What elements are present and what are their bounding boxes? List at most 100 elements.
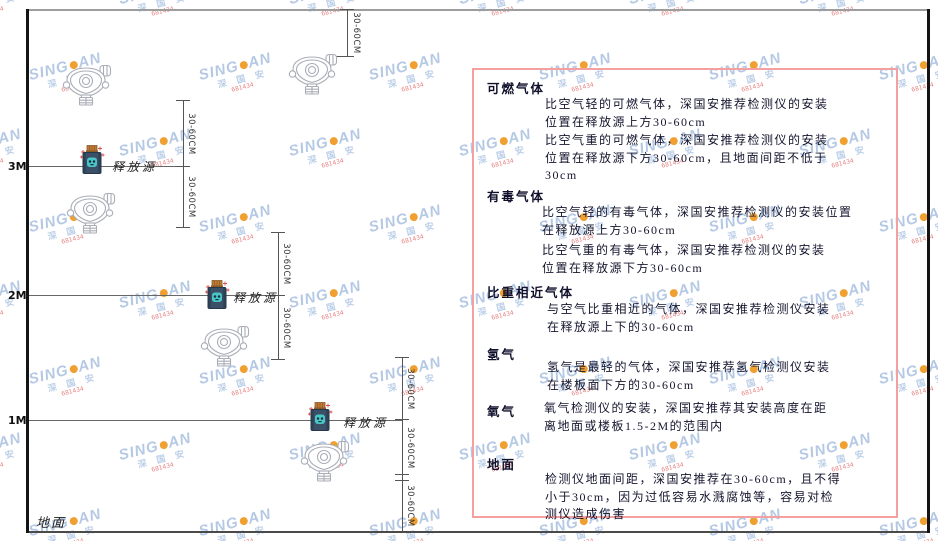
installation-guide-panel: 可燃气体 比空气轻的可燃气体，深国安推荐检测仪的安装 位置在释放源上方30-60… xyxy=(472,68,898,521)
watermark-code: 681434 xyxy=(150,5,175,18)
watermark-chinese: 深 国 安 xyxy=(216,219,270,242)
dimension-line xyxy=(402,358,403,532)
watermark-code: 681434 xyxy=(320,157,345,170)
height-label-1m: 1M xyxy=(8,414,27,427)
section-paragraph: 检测仪地面间距，深国安推荐在30-60cm，且不得 小于30cm，因为过低容易水… xyxy=(545,472,842,521)
section-paragraph: 比空气轻的可燃气体，深国安推荐检测仪的安装 位置在释放源上方30-60cm xyxy=(545,97,829,129)
watermark-code: 681434 xyxy=(0,461,5,474)
dimension-label: 30-60CM xyxy=(186,113,196,155)
dimension-tick xyxy=(395,357,409,358)
watermark-code: 681434 xyxy=(150,309,175,322)
dimension-line xyxy=(183,101,184,228)
gas-detector-icon xyxy=(286,53,338,95)
dimension-tick xyxy=(176,166,190,167)
watermark-code: 681434 xyxy=(0,309,5,322)
release-source-icon xyxy=(307,402,333,432)
gas-detector-icon xyxy=(298,440,350,482)
section-paragraph: 比空气重的可燃气体，深国安推荐检测仪的安装 位置在释放源下方30-60cm，且地… xyxy=(545,133,829,182)
dimension-label: 30-60CM xyxy=(186,176,196,218)
watermark-code: 681434 xyxy=(714,532,788,541)
level-line-2m xyxy=(29,295,278,296)
dimension-tick xyxy=(271,232,285,233)
watermark-chinese: 深 国 安 xyxy=(46,371,100,394)
gas-detector-icon xyxy=(198,325,250,367)
watermark-code: 681434 xyxy=(830,5,855,18)
release-source-label: 释放源 xyxy=(233,291,279,305)
dimension-line xyxy=(347,10,348,57)
watermark-dot-icon xyxy=(238,515,249,526)
dimension-tick xyxy=(395,480,409,481)
watermark-dot-icon xyxy=(158,439,169,450)
watermark-code: 681434 xyxy=(400,233,425,246)
dimension-tick xyxy=(176,227,190,228)
watermark-code: 681434 xyxy=(400,81,425,94)
section-paragraph: 比空气轻的有毒气体，深国安推荐检测仪的安装位置 在释放源上方30-60cm xyxy=(542,205,853,237)
watermark-dot-icon xyxy=(238,59,249,70)
watermark-code: 681434 xyxy=(0,5,5,18)
watermark-chinese: 深 国 安 xyxy=(306,295,360,318)
watermark-code: 681434 xyxy=(150,461,175,474)
level-line-1m xyxy=(29,420,402,421)
watermark-code: 681434 xyxy=(230,385,255,398)
watermark-dot-icon xyxy=(68,515,79,526)
watermark-chinese: 深 国 安 xyxy=(136,295,190,318)
section-paragraph: 与空气比重相近的气体，深国安推荐检测仪安装 在释放源上下的30-60cm xyxy=(547,302,831,334)
ceiling-line xyxy=(27,9,930,11)
section-paragraph: 氧气检测仪的安装，深国安推荐其安装高度在距 离地面或楼板1.5-2M的范围内 xyxy=(544,401,828,433)
section-heading-oxygen: 氧气 xyxy=(487,405,517,419)
dimension-tick xyxy=(176,100,190,101)
watermark-chinese: 深 国 安 xyxy=(0,447,20,470)
dimension-line xyxy=(278,233,279,360)
watermark-dot-icon xyxy=(158,287,169,298)
dimension-label: 30-60CM xyxy=(405,427,415,469)
dimension-tick xyxy=(340,9,354,10)
watermark-code: 681434 xyxy=(490,5,515,18)
dimension-tick xyxy=(395,474,409,475)
watermark-code: 681434 xyxy=(60,385,85,398)
watermark-chinese: 深 国 安 xyxy=(386,219,440,242)
watermark-code: 681434 xyxy=(320,309,345,322)
height-label-2m: 2M xyxy=(8,289,27,302)
watermark-dot-icon xyxy=(68,363,79,374)
watermark-chinese: 深 国 安 xyxy=(306,143,360,166)
section-heading-hydrogen: 氢气 xyxy=(487,348,517,362)
watermark-code: 681434 xyxy=(230,233,255,246)
watermark-code: 681434 xyxy=(230,81,255,94)
level-line-3m xyxy=(29,166,185,167)
watermark-chinese: 深 国 安 xyxy=(216,67,270,90)
watermark-code: 681434 xyxy=(660,5,685,18)
dimension-tick xyxy=(271,359,285,360)
watermark-code: 681434 xyxy=(544,532,618,541)
release-source-label: 释放源 xyxy=(343,416,389,430)
watermark-dot-icon xyxy=(408,211,419,222)
section-heading-similar-density: 比重相近气体 xyxy=(487,286,575,300)
watermark-dot-icon xyxy=(328,287,339,298)
ground-line xyxy=(27,531,930,533)
